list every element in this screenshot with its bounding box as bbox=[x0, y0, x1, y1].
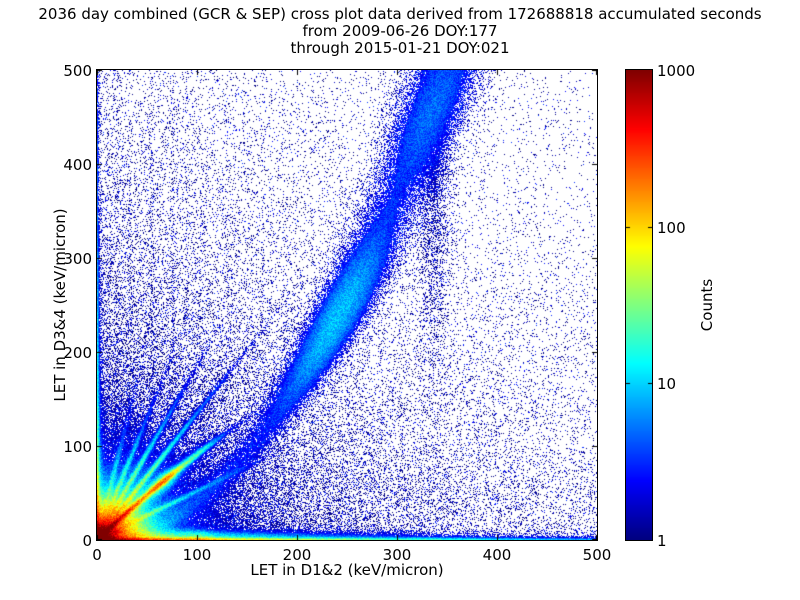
colorbar-tick-label: 10 bbox=[657, 375, 677, 393]
colorbar bbox=[625, 69, 653, 541]
y-tick-label: 400 bbox=[63, 156, 92, 174]
x-tick-label: 300 bbox=[382, 546, 412, 564]
title-line-1: 2036 day combined (GCR & SEP) cross plot… bbox=[38, 5, 762, 23]
x-axis-label: LET in D1&2 (keV/micron) bbox=[250, 561, 444, 579]
x-tick-label: 0 bbox=[92, 546, 102, 564]
y-tick-label: 0 bbox=[82, 532, 92, 550]
colorbar-canvas bbox=[626, 70, 652, 540]
x-tick-label: 100 bbox=[182, 546, 212, 564]
y-tick-label: 500 bbox=[63, 62, 92, 80]
colorbar-tick-label: 1000 bbox=[657, 62, 696, 80]
x-tick-label: 400 bbox=[482, 546, 512, 564]
x-tick-label: 500 bbox=[582, 546, 612, 564]
figure-title: 2036 day combined (GCR & SEP) cross plot… bbox=[0, 6, 800, 57]
title-line-3: through 2015-01-21 DOY:021 bbox=[290, 39, 510, 57]
y-tick-label: 200 bbox=[63, 344, 92, 362]
heatmap-canvas bbox=[97, 70, 597, 540]
y-tick-label: 100 bbox=[63, 438, 92, 456]
colorbar-tick-label: 1 bbox=[657, 532, 667, 550]
plot-area bbox=[96, 69, 598, 541]
x-tick-label: 200 bbox=[282, 546, 312, 564]
y-tick-label: 300 bbox=[63, 250, 92, 268]
colorbar-label: Counts bbox=[698, 278, 716, 332]
y-axis-label: LET in D3&4 (keV/micron) bbox=[51, 208, 69, 402]
colorbar-tick-label: 100 bbox=[657, 219, 686, 237]
title-line-2: from 2009-06-26 DOY:177 bbox=[302, 22, 498, 40]
